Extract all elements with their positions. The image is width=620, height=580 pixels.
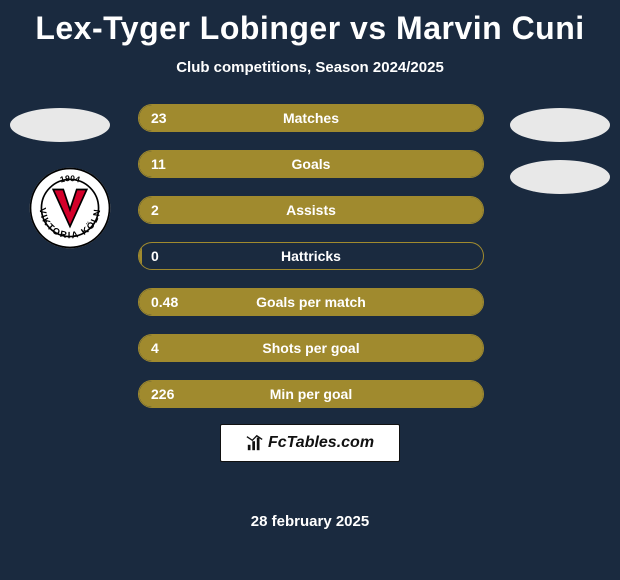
player-left-placeholder-oval — [10, 108, 110, 142]
subtitle: Club competitions, Season 2024/2025 — [0, 59, 620, 76]
stat-label: Matches — [139, 105, 483, 131]
page-title: Lex-Tyger Lobinger vs Marvin Cuni — [0, 0, 620, 47]
club-logo-svg: 1904 VIKTORIA KÖLN — [28, 166, 112, 250]
date-label: 28 february 2025 — [0, 513, 620, 530]
brand-badge: FcTables.com — [220, 424, 400, 462]
stat-row-goals-per-match: 0.48Goals per match — [138, 288, 484, 316]
comparison-arena: 1904 VIKTORIA KÖLN 23Matches 11Goals 2Assi… — [0, 104, 620, 484]
bar-chart-icon — [246, 434, 264, 452]
stat-row-assists: 2Assists — [138, 196, 484, 224]
stat-label: Min per goal — [139, 381, 483, 407]
player-right-placeholder-oval-1 — [510, 108, 610, 142]
stat-row-shots-per-goal: 4Shots per goal — [138, 334, 484, 362]
stat-label: Goals — [139, 151, 483, 177]
stat-row-hattricks: 0Hattricks — [138, 242, 484, 270]
player-right-placeholder-oval-2 — [510, 160, 610, 194]
brand-text: FcTables.com — [268, 434, 374, 452]
stat-row-min-per-goal: 226Min per goal — [138, 380, 484, 408]
stat-label: Hattricks — [139, 243, 483, 269]
stats-column: 23Matches 11Goals 2Assists 0Hattricks 0.48Go… — [138, 104, 484, 426]
club-logo-viktoria-koln: 1904 VIKTORIA KÖLN — [28, 166, 112, 250]
stat-row-matches: 23Matches — [138, 104, 484, 132]
stat-label: Goals per match — [139, 289, 483, 315]
stat-row-goals: 11Goals — [138, 150, 484, 178]
stat-label: Shots per goal — [139, 335, 483, 361]
stat-label: Assists — [139, 197, 483, 223]
